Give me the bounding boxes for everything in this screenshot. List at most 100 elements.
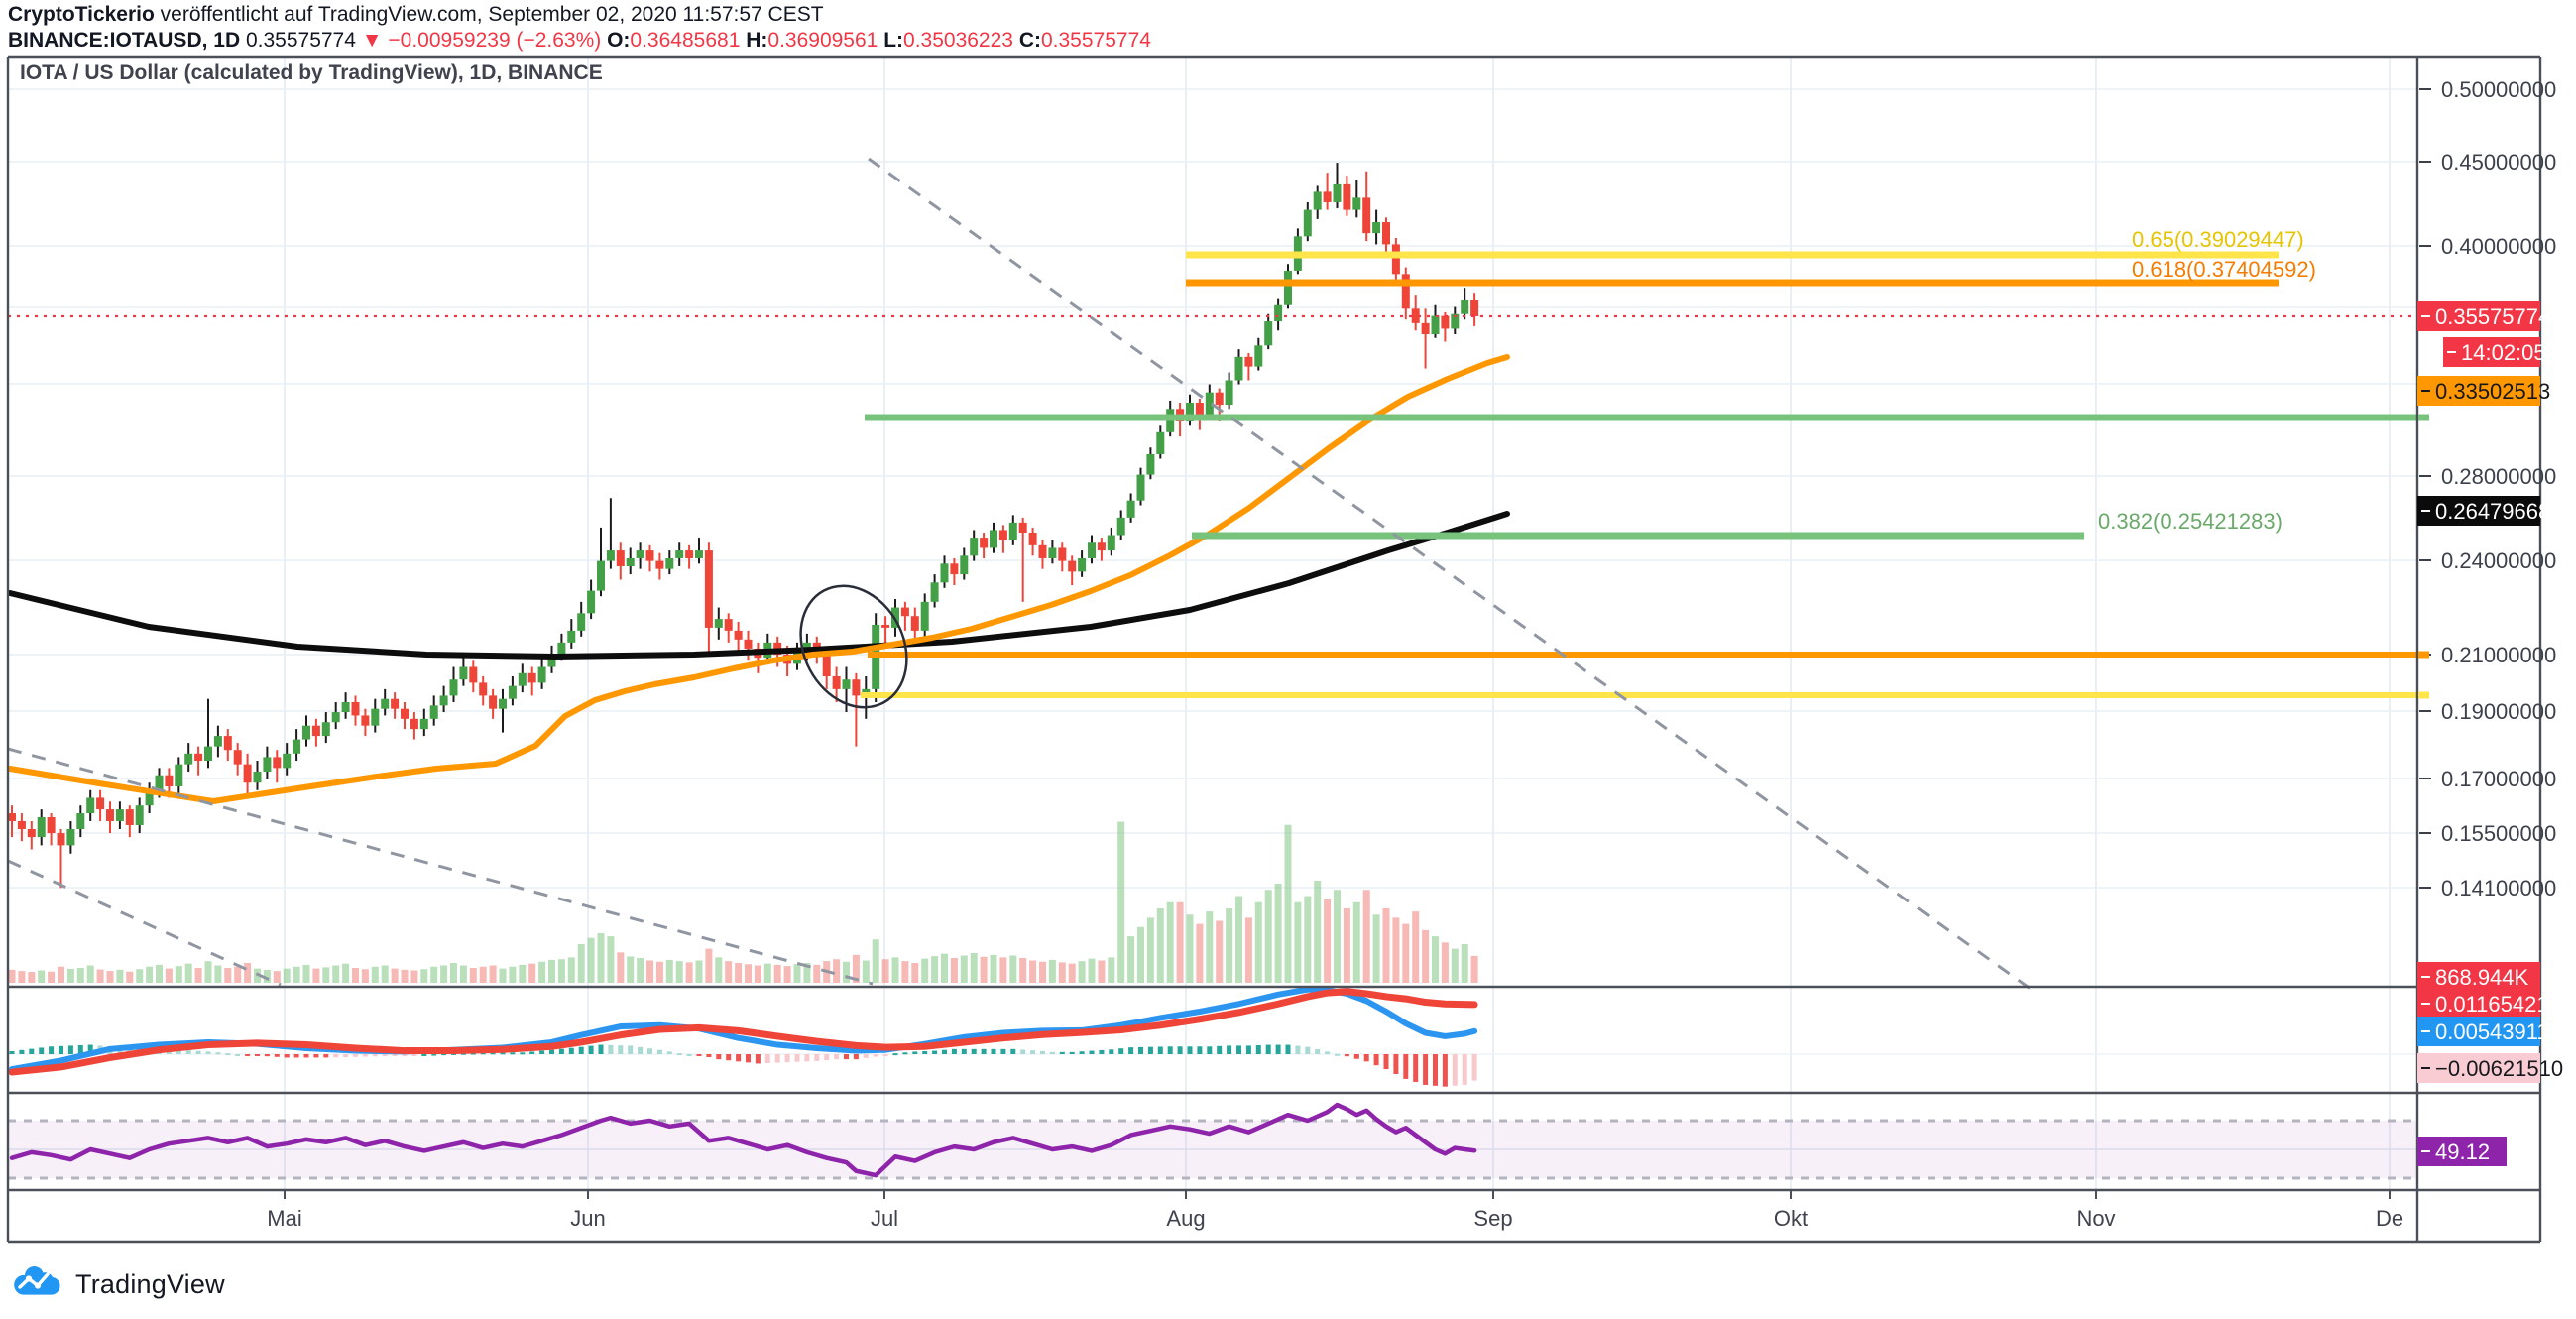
volume-bar xyxy=(283,968,291,983)
candle-body xyxy=(970,538,979,556)
candle-body xyxy=(184,753,193,765)
candle-body xyxy=(351,702,360,716)
price-axis[interactable]: 0.50000000 0.45000000 0.40000000 0.28000000… xyxy=(2417,77,2563,1166)
axis-tick-label: 0.45000000 xyxy=(2441,150,2556,175)
time-axis[interactable]: Mai Jun Jul Aug Sep Okt Nov De xyxy=(267,1190,2403,1231)
left-trendline-upper[interactable] xyxy=(7,747,874,986)
volume-bar xyxy=(725,961,733,983)
volume-bar xyxy=(214,965,222,983)
volume-bar xyxy=(745,964,752,983)
macd-hist-bar xyxy=(794,1054,800,1062)
month-label[interactable]: Mai xyxy=(267,1206,301,1231)
macd-pane[interactable] xyxy=(8,986,1478,1087)
candle-body xyxy=(852,679,861,696)
macd-hist-bar xyxy=(402,1054,408,1056)
candle-body xyxy=(145,789,154,806)
candle-body xyxy=(155,775,164,790)
macd-hist-bar xyxy=(39,1047,45,1054)
macd-hist-bar xyxy=(510,1052,516,1055)
macd-hist-bar xyxy=(932,1050,938,1054)
volume-bar xyxy=(234,966,242,983)
tradingview-attribution[interactable]: TradingView xyxy=(12,1265,225,1303)
month-label[interactable]: Sep xyxy=(1473,1206,1512,1231)
macd-hist-bar xyxy=(726,1054,732,1061)
candle-body xyxy=(1028,532,1037,545)
candle-body xyxy=(401,708,409,719)
down-arrow-icon: ▼ xyxy=(361,29,383,52)
candle-body xyxy=(273,757,282,769)
candle-body xyxy=(1362,197,1371,234)
price-levels[interactable]: 0.65(0.39029447) 0.618(0.37404592) 0.382(0… xyxy=(861,227,2417,698)
candle-body xyxy=(331,712,340,723)
macd-hist-bar xyxy=(853,1054,859,1060)
volume-bar xyxy=(175,966,182,983)
candle-body xyxy=(361,715,370,726)
month-label[interactable]: De xyxy=(2376,1206,2403,1231)
volume-bar xyxy=(1088,958,1096,983)
candle-body xyxy=(1323,191,1332,202)
volume-bar xyxy=(803,963,811,983)
candle-body xyxy=(1333,183,1342,202)
volume-bar xyxy=(675,961,683,983)
volume-bar xyxy=(66,968,74,983)
macd-hist-bar xyxy=(844,1054,849,1060)
descending-trendline[interactable] xyxy=(868,157,2036,994)
macd-hist-bar xyxy=(991,1048,996,1054)
month-label[interactable]: Jul xyxy=(871,1206,898,1231)
volume-bar xyxy=(430,966,438,983)
candle-body xyxy=(311,725,320,737)
macd-hist-bar xyxy=(1403,1054,1409,1079)
volume-bar xyxy=(410,970,418,983)
candle-body xyxy=(1284,270,1292,305)
candle-body xyxy=(998,530,1007,540)
candle-body xyxy=(1018,522,1027,533)
macd-hist-bar xyxy=(303,1054,309,1058)
macd-hist-bar xyxy=(176,1049,181,1054)
macd-hist-bar xyxy=(195,1050,201,1054)
candle-body xyxy=(920,601,929,631)
volume-bar xyxy=(557,959,565,983)
macd-hist-bar xyxy=(411,1054,417,1056)
volume-bar xyxy=(1156,908,1164,983)
candle-body xyxy=(960,555,969,575)
volume-bar xyxy=(1441,942,1449,983)
macd-hist-bar xyxy=(29,1048,35,1054)
volume-bar xyxy=(1048,959,1056,983)
left-trendline-lower[interactable] xyxy=(7,859,282,987)
month-label[interactable]: Nov xyxy=(2076,1206,2115,1231)
macd-hist-bar xyxy=(1363,1054,1369,1062)
macd-hist-bar xyxy=(824,1054,830,1061)
macd-hist-bar xyxy=(49,1046,55,1054)
low-label: L: xyxy=(883,29,904,52)
volume-bar xyxy=(332,965,340,983)
volume-bar xyxy=(479,966,487,983)
candle-body xyxy=(1391,244,1400,275)
rsi-value-badge xyxy=(2417,1137,2507,1166)
macd-hist-bar xyxy=(1471,1054,1477,1081)
month-label[interactable]: Okt xyxy=(1774,1206,1808,1231)
candle-body xyxy=(990,530,997,548)
macd-hist-bar xyxy=(882,1054,888,1056)
volume-bar xyxy=(1019,958,1027,983)
month-label[interactable]: Jun xyxy=(570,1206,605,1231)
volume-bar xyxy=(862,960,870,983)
candle-body xyxy=(900,607,909,617)
candle-body xyxy=(557,642,566,656)
macd-hist-bar xyxy=(382,1054,388,1056)
candle-body xyxy=(881,624,890,628)
macd-hist-bar xyxy=(205,1051,211,1054)
candle-body xyxy=(499,698,507,709)
macd-hist-bar xyxy=(608,1044,614,1054)
candle-body xyxy=(96,797,105,810)
candle-body xyxy=(1058,547,1067,561)
month-label[interactable]: Aug xyxy=(1166,1206,1205,1231)
candle-body xyxy=(842,679,851,689)
volume-bar xyxy=(793,964,801,983)
macd-hist-bar xyxy=(520,1052,526,1055)
circle-annotation[interactable] xyxy=(780,567,927,726)
rsi-band xyxy=(8,1119,2417,1180)
volume-bar xyxy=(646,960,653,983)
macd-hist-bar xyxy=(362,1054,368,1057)
chart-legend-title[interactable]: IOTA / US Dollar (calculated by TradingV… xyxy=(20,61,603,84)
